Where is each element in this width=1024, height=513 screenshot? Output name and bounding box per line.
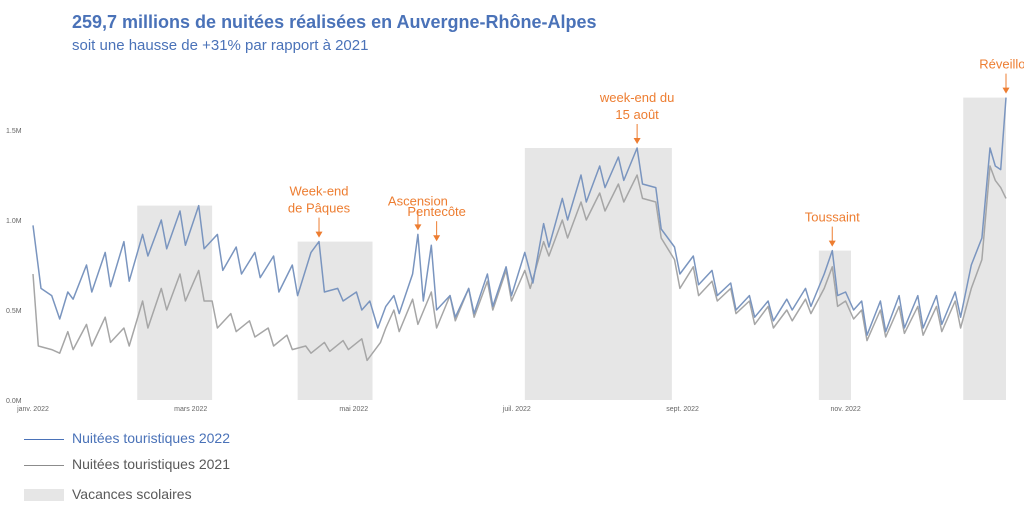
legend-item-2021[interactable]: Nuitées touristiques 2021 [24,456,230,472]
x-tick-label: nov. 2022 [830,406,860,413]
holiday-period-1 [137,205,213,400]
annotation-arrowhead [315,231,323,238]
x-tick-label: juil. 2022 [502,406,531,413]
series-lines [32,97,1007,362]
axes: 0.0M 0.5M 1.0M 1.5M janv. 2022 mars 2022 mai 2… [6,128,861,413]
legend-swatch-holidays [24,489,64,502]
legend-item-holidays[interactable]: Vacances scolaires [24,486,192,502]
legend-label-2022: Nuitées touristiques 2022 [72,430,230,446]
x-tick-label: mai 2022 [339,406,368,413]
annotation-label: Week-end [290,184,349,199]
annotation-arrowhead [633,138,641,144]
chart-subtitle: soit une hausse de +31% par rapport à 20… [72,37,369,54]
y-tick-label: 1.0M [6,218,22,225]
x-tick-label: janv. 2022 [16,406,49,413]
annotation-arrowhead [414,224,422,231]
series-line-2022 [32,97,1007,336]
x-tick-label: sept. 2022 [666,406,699,413]
x-tick-label: mars 2022 [174,406,207,413]
annotation-arrowhead [1002,87,1010,94]
y-tick-label: 0.5M [6,308,22,315]
legend-swatch-2022 [24,438,64,440]
annotation-label: Pentecôte [407,204,466,219]
legend-item-2022[interactable]: Nuitées touristiques 2022 [24,430,230,446]
legend-label-2021: Nuitées touristiques 2021 [72,456,230,472]
annotation-arrowhead [433,235,441,242]
chart-title: 259,7 millions de nuitées réalisées en A… [72,12,597,32]
annotation-arrowhead [828,240,836,247]
holiday-period-2 [297,241,373,400]
tourism-line-chart: 0.0M 0.5M 1.0M 1.5M janv. 2022 mars 2022 mai 2… [6,57,1024,413]
annotation-label: Ascension [388,193,448,208]
annotation-label: de Pâques [288,201,351,216]
annotation-label: week-end du [599,90,674,105]
holiday-period-5 [963,97,1006,400]
y-tick-label: 1.5M [6,128,22,135]
annotation-label: 15 août [615,107,659,122]
annotation-label: Réveillon [979,57,1024,72]
annotation-label: Toussaint [805,210,860,225]
series-line-2021 [32,165,1007,362]
legend-label-holidays: Vacances scolaires [72,486,192,502]
holiday-periods [137,97,1006,400]
legend-swatch-2021 [24,464,64,466]
y-tick-label: 0.0M [6,398,22,405]
holiday-period-3 [524,148,672,400]
